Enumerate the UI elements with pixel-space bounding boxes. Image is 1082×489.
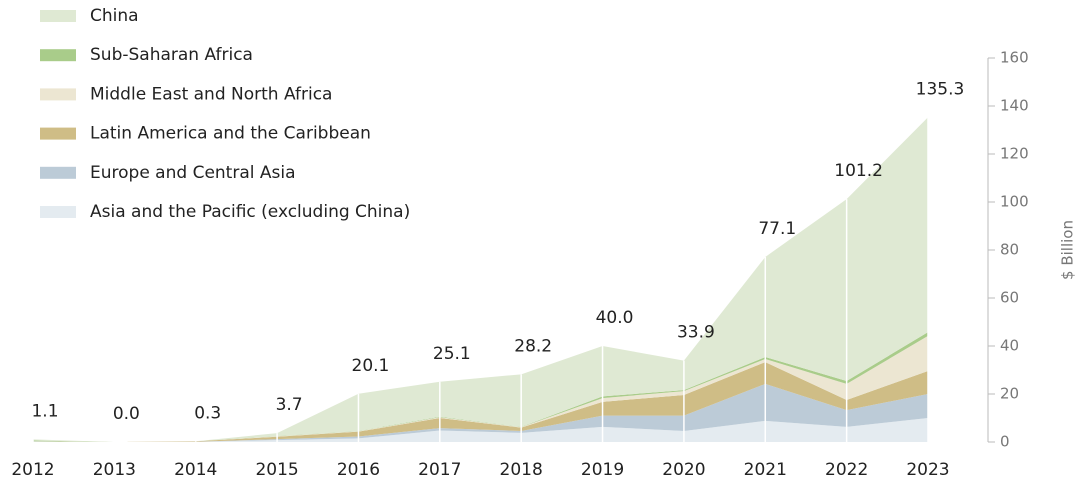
- area: [33, 362, 928, 442]
- x-tick-label: 2020: [662, 460, 705, 480]
- y-tick-label: 80: [1000, 241, 1019, 259]
- y-tick-label: 160: [1000, 49, 1029, 67]
- total-label: 101.2: [834, 161, 883, 181]
- area: [33, 117, 928, 442]
- legend-swatch: [40, 166, 76, 179]
- total-label: 20.1: [352, 356, 390, 376]
- area: [33, 383, 928, 442]
- total-label: 0.3: [194, 403, 221, 423]
- x-tick-label: 2023: [906, 460, 949, 480]
- y-tick-label: 100: [1000, 193, 1029, 211]
- y-axis-label: $ Billion: [1059, 220, 1077, 280]
- total-label: 77.1: [758, 219, 796, 239]
- x-tick-label: 2014: [174, 460, 217, 480]
- total-label: 28.2: [514, 336, 552, 356]
- legend-swatch: [40, 10, 76, 22]
- legend: Asia and the Pacific (excluding China) Eu…: [40, 6, 410, 222]
- legend-swatch: [40, 127, 76, 140]
- legend-label: Middle East and North Africa: [90, 84, 332, 104]
- x-tick-label: 2021: [744, 460, 787, 480]
- total-label: 135.3: [916, 79, 965, 99]
- y-tick-label: 40: [1000, 337, 1019, 355]
- total-label: 0.0: [113, 404, 140, 424]
- legend-label: China: [90, 6, 139, 26]
- x-tick-label: 2018: [500, 460, 543, 480]
- area: [33, 418, 928, 442]
- legend-swatch: [40, 206, 76, 218]
- y-tick-label: 140: [1000, 97, 1029, 115]
- total-label: 33.9: [677, 323, 715, 343]
- y-tick-label: 20: [1000, 385, 1019, 403]
- legend-swatch: [40, 88, 76, 101]
- total-label: 40.0: [596, 308, 634, 328]
- legend-label: Europe and Central Asia: [90, 163, 296, 183]
- x-tick-label: 2022: [825, 460, 868, 480]
- x-tick-label: 2012: [11, 460, 54, 480]
- x-tick-label: 2015: [255, 460, 298, 480]
- total-label: 1.1: [31, 401, 58, 421]
- legend-label: Sub-Saharan Africa: [90, 45, 253, 65]
- x-tick-label: 2017: [418, 460, 461, 480]
- legend-swatch: [40, 49, 76, 62]
- x-tick-label: 2019: [581, 460, 624, 480]
- legend-label: Latin America and the Caribbean: [90, 124, 371, 144]
- total-label: 3.7: [276, 395, 303, 415]
- x-tick-label: 2013: [93, 460, 136, 480]
- x-tick-label: 2016: [337, 460, 380, 480]
- y-tick-label: 60: [1000, 289, 1019, 307]
- legend-label: Asia and the Pacific (excluding China): [90, 202, 410, 222]
- total-label: 25.1: [433, 344, 471, 364]
- y-tick-label: 0: [1000, 433, 1010, 451]
- y-tick-label: 120: [1000, 145, 1029, 163]
- y-axis: 0 20 40 60 80 100 120 140 160: [987, 49, 1029, 451]
